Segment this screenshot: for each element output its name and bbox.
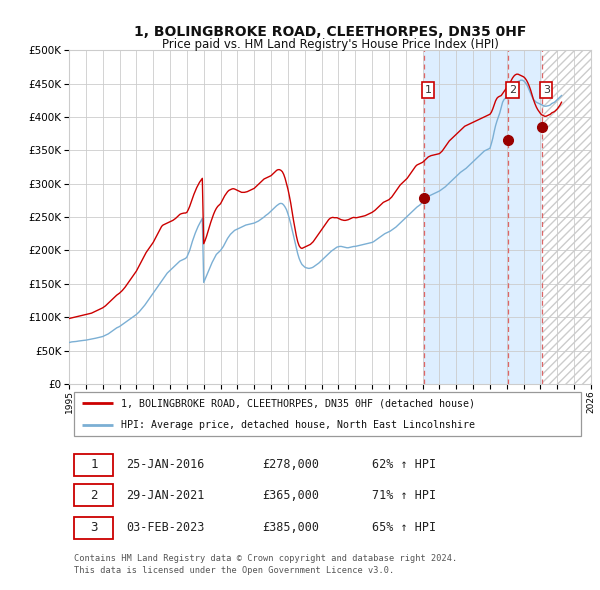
FancyBboxPatch shape: [74, 517, 113, 539]
Text: 1, BOLINGBROKE ROAD, CLEETHORPES, DN35 0HF: 1, BOLINGBROKE ROAD, CLEETHORPES, DN35 0…: [134, 25, 526, 39]
FancyBboxPatch shape: [74, 484, 113, 506]
Text: Price paid vs. HM Land Registry's House Price Index (HPI): Price paid vs. HM Land Registry's House …: [161, 38, 499, 51]
Text: 3: 3: [543, 85, 550, 95]
Text: £278,000: £278,000: [262, 458, 319, 471]
Text: 03-FEB-2023: 03-FEB-2023: [127, 522, 205, 535]
FancyBboxPatch shape: [74, 454, 113, 476]
Text: 62% ↑ HPI: 62% ↑ HPI: [372, 458, 436, 471]
Text: 2: 2: [509, 85, 516, 95]
FancyBboxPatch shape: [74, 392, 581, 436]
Text: 1: 1: [425, 85, 431, 95]
Text: 1, BOLINGBROKE ROAD, CLEETHORPES, DN35 0HF (detached house): 1, BOLINGBROKE ROAD, CLEETHORPES, DN35 0…: [121, 398, 475, 408]
Text: Contains HM Land Registry data © Crown copyright and database right 2024.
This d: Contains HM Land Registry data © Crown c…: [74, 554, 457, 575]
Text: £365,000: £365,000: [262, 489, 319, 502]
Text: 1: 1: [90, 458, 98, 471]
Bar: [542, 50, 591, 384]
Text: £385,000: £385,000: [262, 522, 319, 535]
Bar: [542, 50, 591, 384]
Text: 3: 3: [90, 522, 98, 535]
Text: 71% ↑ HPI: 71% ↑ HPI: [372, 489, 436, 502]
Text: HPI: Average price, detached house, North East Lincolnshire: HPI: Average price, detached house, Nort…: [121, 420, 475, 430]
Text: 25-JAN-2016: 25-JAN-2016: [127, 458, 205, 471]
Text: 29-JAN-2021: 29-JAN-2021: [127, 489, 205, 502]
Text: 2: 2: [90, 489, 98, 502]
Bar: [424, 50, 542, 384]
Text: 65% ↑ HPI: 65% ↑ HPI: [372, 522, 436, 535]
